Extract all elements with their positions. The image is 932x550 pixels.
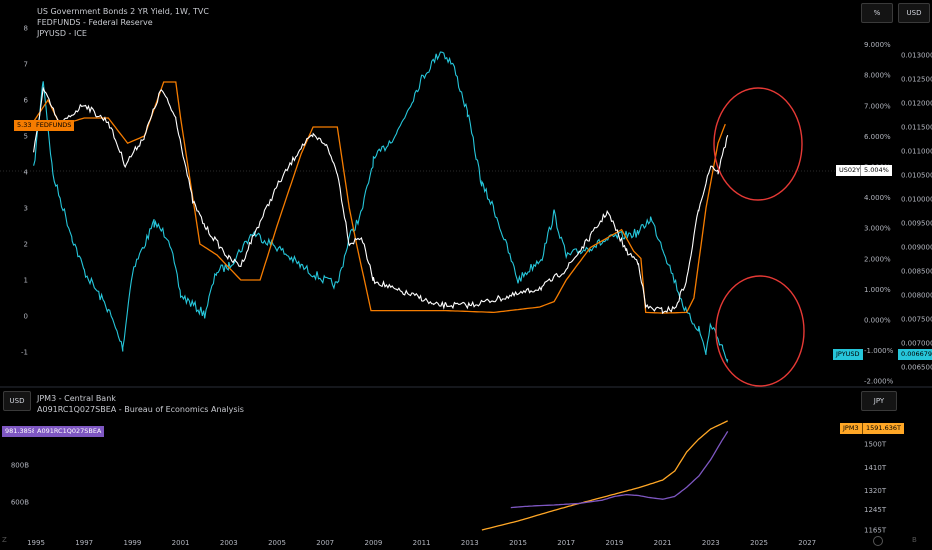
jpm3-line (481, 420, 728, 531)
legend-us02y[interactable]: US Government Bonds 2 YR Yield, 1W, TVC (37, 7, 209, 16)
usd-scale-button[interactable]: USD (898, 3, 930, 23)
jpm3-name-tag: JPM3 (840, 423, 862, 434)
bottom-right-axis-tick: 1165T (864, 527, 887, 535)
percent-axis-tick: 2.000% (864, 255, 891, 263)
x-axis-tick: 2017 (557, 539, 575, 547)
x-axis-tick: 2009 (364, 539, 382, 547)
percent-axis-tick: 6.000% (864, 133, 891, 141)
left-axis-tick: 4 (24, 169, 29, 177)
legend-fedfunds[interactable]: FEDFUNDS - Federal Reserve (37, 18, 153, 27)
x-axis-tick: 2011 (413, 539, 431, 547)
top-legend: US Government Bonds 2 YR Yield, 1W, TVC … (37, 6, 209, 39)
usd-axis-tick: 0.013000 (901, 52, 932, 60)
left-axis-tick: 3 (24, 205, 28, 213)
x-axis-tick: 2013 (461, 539, 479, 547)
usd-axis-tick: 0.009000 (901, 244, 932, 252)
legend-jpyusd[interactable]: JPYUSD - ICE (37, 29, 87, 38)
percent-axis-tick: -1.000% (864, 347, 894, 355)
x-axis-tick: 2021 (654, 539, 672, 547)
x-axis-tick: 2005 (268, 539, 286, 547)
bottom-left-axis-tick: 600B (11, 499, 29, 507)
percent-axis-tick: 1.000% (864, 286, 891, 294)
usd-axis-tick: 0.012000 (901, 100, 932, 108)
bottom-right-axis-tick: 1320T (864, 487, 887, 495)
usd-axis-tick: 0.007500 (901, 316, 932, 324)
percent-axis-tick: 9.000% (864, 41, 891, 49)
jpyusd-name-tag: JPYUSD (833, 349, 863, 360)
highlight-circle-yen (715, 275, 805, 387)
left-axis-tick: -1 (21, 349, 28, 357)
percent-axis-tick: 0.000% (864, 317, 891, 325)
zoom-z-button[interactable]: Z (2, 536, 7, 544)
left-axis-tick: 0 (24, 313, 28, 321)
legend-jpm3[interactable]: JPM3 - Central Bank (37, 394, 116, 403)
a091-value-tag: 981.3858 (2, 426, 40, 437)
jpy-scale-button[interactable]: JPY (861, 391, 897, 411)
usd-axis-tick: 0.007000 (901, 340, 932, 348)
x-axis-tick: 2027 (798, 539, 816, 547)
percent-axis-tick: -2.000% (864, 378, 894, 386)
jpyusd-line (33, 51, 729, 364)
percent-axis-tick: 7.000% (864, 102, 891, 110)
scroll-circle-icon[interactable] (873, 536, 883, 546)
left-axis-tick: 7 (24, 61, 28, 69)
bottom-right-axis-tick: 1410T (864, 464, 887, 472)
percent-axis-tick: 3.000% (864, 225, 891, 233)
x-axis-tick: 2015 (509, 539, 527, 547)
usd-bottom-scale-button[interactable]: USD (3, 391, 31, 411)
us02y-name-tag: US02Y (836, 165, 864, 176)
percent-axis-tick: 8.000% (864, 72, 891, 80)
a091-line (510, 431, 729, 509)
legend-a091[interactable]: A091RC1Q027SBEA - Bureau of Economics An… (37, 405, 244, 414)
highlight-circle-yield (713, 87, 803, 201)
us02y-value-tag: 5.004% (860, 165, 892, 176)
left-axis-tick: 8 (24, 25, 28, 33)
fedfunds-name-tag: FEDFUNDS (33, 120, 75, 131)
x-axis-tick: 2025 (750, 539, 768, 547)
percent-scale-button[interactable]: % (861, 3, 893, 23)
x-axis-tick: 2001 (172, 539, 190, 547)
x-axis-tick: 1995 (27, 539, 45, 547)
usd-axis-tick: 0.009500 (901, 220, 932, 228)
usd-axis-tick: 0.011500 (901, 124, 932, 132)
bottom-legend: JPM3 - Central Bank A091RC1Q027SBEA - Bu… (37, 393, 244, 415)
fedfunds-value-tag: 5.33 (14, 120, 35, 131)
usd-axis-tick: 0.006500 (901, 364, 932, 372)
left-axis-tick: 1 (24, 277, 28, 285)
fedfunds-line (33, 81, 726, 314)
bottom-right-axis-tick: 1245T (864, 506, 887, 514)
x-axis-tick: 1999 (123, 539, 141, 547)
x-axis-tick: 1997 (75, 539, 93, 547)
left-axis-tick: 5 (24, 133, 28, 141)
left-axis-tick: 6 (24, 97, 29, 105)
usd-axis-tick: 0.012500 (901, 76, 932, 84)
bottom-right-axis-tick: 1500T (864, 441, 887, 449)
left-axis-tick: 2 (24, 241, 28, 249)
us02y-line (33, 86, 729, 315)
a091-name-tag: A091RC1Q027SBEA (34, 426, 105, 437)
bottom-left-axis-tick: 800B (11, 462, 29, 470)
usd-axis-tick: 0.008000 (901, 292, 932, 300)
usd-axis-tick: 0.010500 (901, 172, 932, 180)
zoom-b-button[interactable]: B (912, 536, 917, 544)
jpm3-value-tag: 1591.636T (862, 423, 904, 434)
jpyusd-value-tag: 0.006679 (898, 349, 932, 360)
usd-axis-tick: 0.008500 (901, 268, 932, 276)
x-axis-tick: 2023 (702, 539, 720, 547)
usd-axis-tick: 0.011000 (901, 148, 932, 156)
percent-axis-tick: 4.000% (864, 194, 891, 202)
x-axis-tick: 2003 (220, 539, 238, 547)
x-axis-tick: 2007 (316, 539, 334, 547)
x-axis-tick: 2019 (605, 539, 623, 547)
usd-axis-tick: 0.010000 (901, 196, 932, 204)
